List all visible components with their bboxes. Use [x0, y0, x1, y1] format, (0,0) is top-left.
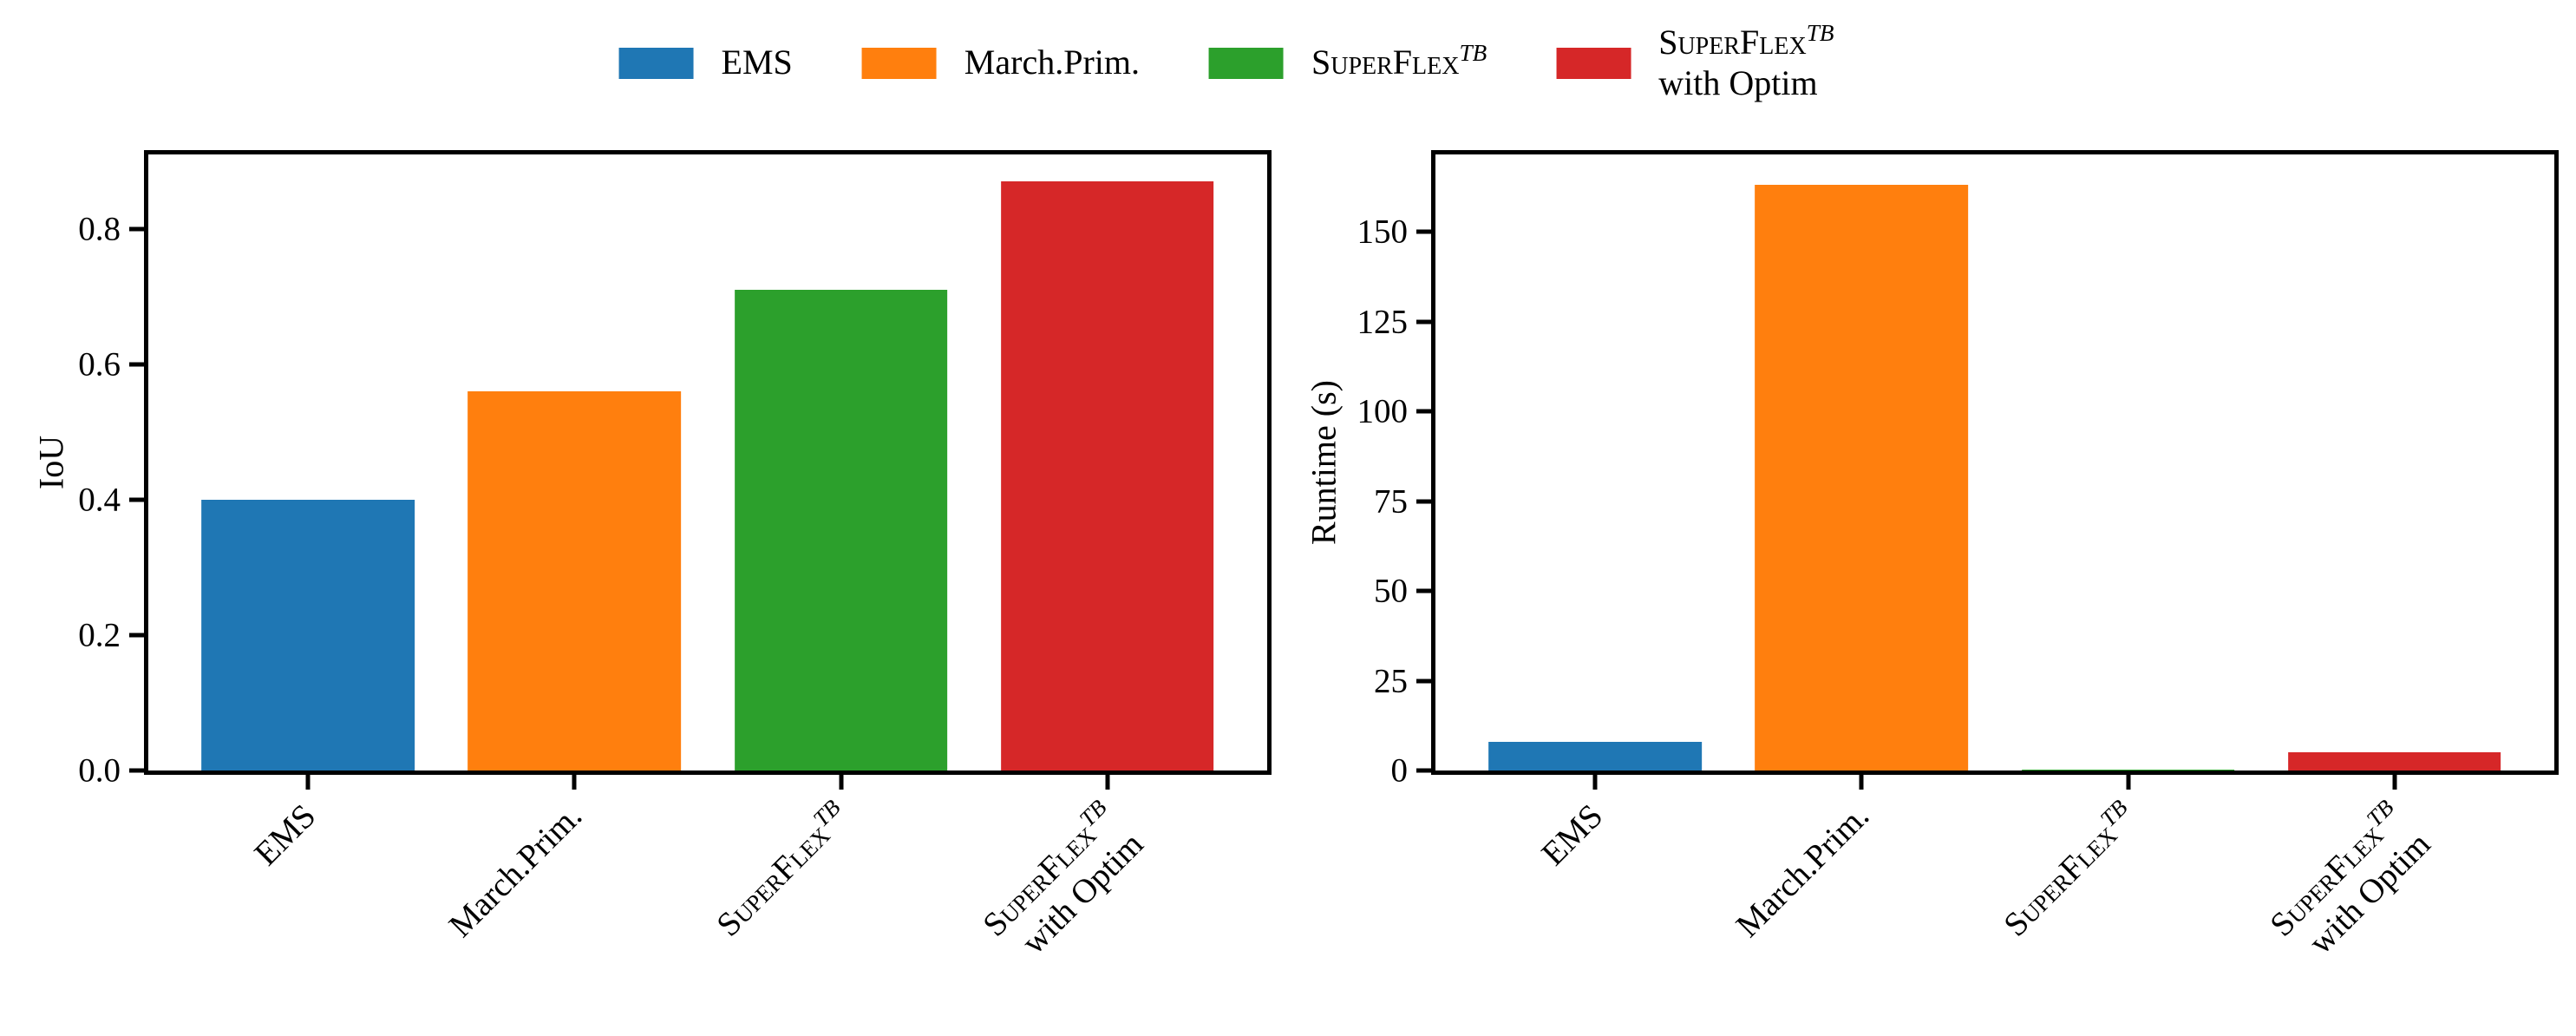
bar [1755, 185, 1969, 770]
legend-swatch [1208, 47, 1284, 79]
y-tick [1416, 768, 1431, 773]
y-tick-label: 0.2 [78, 616, 121, 654]
y-axis-label-iou: IoU [31, 435, 71, 490]
y-tick-label: 25 [1374, 662, 1408, 699]
legend: EMS March.Prim. SuperFlexTB SuperFlexTB with… [618, 20, 1834, 104]
y-tick [1416, 499, 1431, 503]
y-tick [1416, 409, 1431, 414]
legend-item: SuperFlexTB [1208, 40, 1487, 83]
legend-item: March.Prim. [861, 43, 1140, 83]
bar [467, 391, 682, 770]
legend-label: SuperFlexTB with Optim [1658, 20, 1834, 102]
y-tick-label: 0.8 [78, 210, 121, 248]
iou-chart: IoU 0.0 0.2 0.4 0.6 0.8 EMS March.Prim. SuperFl… [32, 150, 1272, 961]
bar [734, 290, 948, 770]
y-tick-label: 75 [1374, 482, 1408, 520]
legend-label: EMS [721, 43, 793, 82]
legend-swatch [618, 47, 694, 79]
y-tick-label: 0.6 [78, 345, 121, 384]
y-tick-label: 150 [1357, 213, 1409, 251]
y-tick-label: 0 [1390, 751, 1409, 790]
y-tick [1416, 229, 1431, 234]
x-tick [2126, 775, 2131, 790]
y-tick [1416, 588, 1431, 593]
y-tick-label: 50 [1374, 572, 1408, 610]
legend-label: March.Prim. [964, 43, 1140, 82]
x-tick [305, 775, 311, 790]
runtime-chart: Runtime (s) 0 25 50 75 100 125 150 EMS March.Pri… [1304, 150, 2559, 961]
x-tick [2392, 775, 2397, 790]
bar [1000, 181, 1214, 770]
y-tick [129, 633, 144, 638]
legend-swatch [1556, 47, 1631, 79]
x-tick [1859, 775, 1864, 790]
y-tick-label: 125 [1357, 303, 1409, 340]
legend-swatch [861, 47, 937, 79]
bar [1488, 741, 1703, 770]
y-tick [1416, 319, 1431, 324]
y-tick [1416, 679, 1431, 683]
bar [2287, 752, 2501, 770]
y-tick-label: 0.0 [78, 751, 121, 790]
x-tick [1592, 775, 1598, 790]
y-axis-label-runtime: Runtime (s) [1304, 380, 1344, 545]
x-tick [1105, 775, 1110, 790]
y-tick-label: 0.4 [78, 481, 121, 519]
y-tick [129, 768, 144, 773]
y-tick [129, 497, 144, 502]
x-tick [839, 775, 844, 790]
legend-item: EMS [618, 43, 793, 83]
y-tick [129, 226, 144, 232]
x-tick [572, 775, 577, 790]
legend-item: SuperFlexTB with Optim [1556, 20, 1834, 104]
legend-label: SuperFlexTB [1311, 40, 1487, 82]
y-tick-label: 100 [1357, 392, 1409, 430]
y-tick [129, 362, 144, 367]
bar [201, 499, 415, 770]
